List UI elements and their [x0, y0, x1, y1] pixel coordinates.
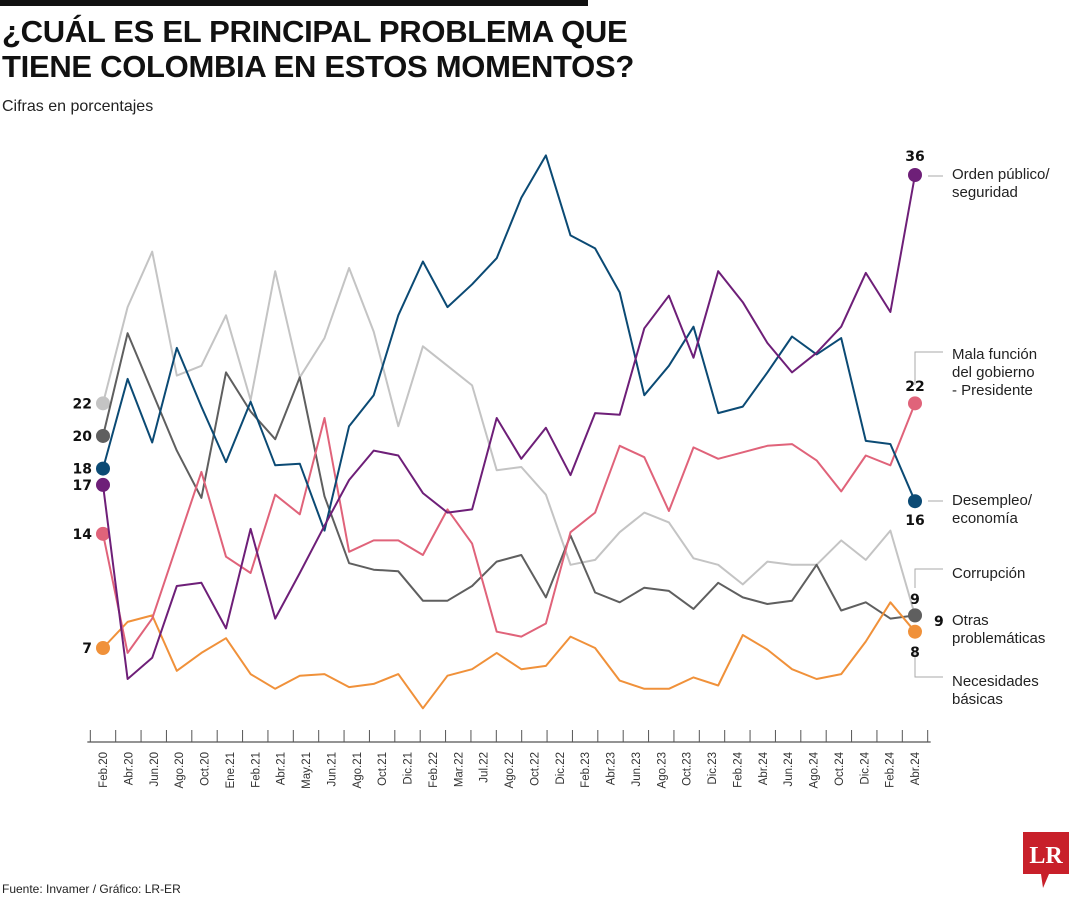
x-tick-label: Abr.20: [123, 752, 135, 785]
start-value-label-orden-publico: 17: [73, 478, 92, 494]
x-tick-label: Oct.21: [377, 752, 389, 786]
end-value-label-necesidades: 8: [910, 645, 920, 661]
x-tick-label: Jun.21: [326, 752, 338, 787]
x-tick-label: Dic.21: [403, 752, 415, 785]
x-tick-label: Jul.22: [479, 752, 491, 783]
x-tick-label: Abr.21: [276, 752, 288, 785]
x-tick-label: Oct.22: [529, 752, 541, 786]
x-tick-label: Feb.22: [428, 752, 440, 788]
top-rule: [0, 0, 588, 6]
series-line-orden-publico: [102, 174, 916, 680]
data-point-desempleo: [908, 494, 922, 509]
x-tick-label: Feb.23: [580, 752, 592, 788]
x-tick-label: Oct.23: [682, 752, 694, 786]
x-tick-label: Oct.20: [200, 752, 212, 786]
end-value-label-desempleo: 16: [905, 513, 924, 529]
x-tick-label: Feb.21: [250, 752, 262, 788]
legend-connector: [914, 568, 943, 588]
end-value-label-mala-funcion: 22: [905, 379, 924, 395]
data-point-otras: [908, 608, 922, 623]
x-tick-label: Ago.23: [656, 752, 668, 788]
chart-subtitle: Cifras en porcentajes: [2, 98, 154, 115]
x-tick-label: Feb.24: [885, 751, 897, 787]
x-tick-label: Dic.23: [707, 752, 719, 785]
start-value-label-otras: 20: [73, 429, 93, 445]
x-tick-label: Abr.23: [606, 752, 618, 785]
start-value-label-necesidades: 7: [82, 641, 92, 657]
start-value-label-mala-funcion: 14: [73, 527, 93, 543]
data-point-necesidades: [908, 624, 922, 639]
chart-title: ¿CUÁL ES EL PRINCIPAL PROBLEMA QUE TIENE…: [2, 14, 634, 84]
svg-text:LR: LR: [1029, 843, 1063, 869]
start-value-label-corrupcion: 22: [73, 396, 92, 412]
legend-orden-publico: Orden público/ seguridad: [952, 166, 1050, 201]
x-tick-label: Oct.24: [834, 751, 846, 785]
data-point-otras: [96, 428, 110, 443]
x-tick-label: Jun.23: [631, 752, 643, 787]
legend-corrupcion: Corrupción: [952, 565, 1026, 582]
legend-mala-funcion: Mala función del gobierno - Presidente: [952, 346, 1038, 399]
series-line-desempleo: [102, 154, 916, 532]
x-tick-label: Dic.24: [859, 751, 871, 784]
x-tick-label: Ene.21: [225, 752, 237, 788]
legend-otras: Otras problemáticas: [952, 612, 1046, 647]
x-tick-label: Ago.21: [352, 752, 364, 788]
lr-logo: LR: [1023, 832, 1069, 888]
data-point-orden-publico: [96, 477, 110, 492]
x-tick-label: Jun.24: [783, 751, 795, 786]
series-line-necesidades: [102, 601, 916, 710]
x-tick-label: Abr.24: [910, 751, 922, 785]
legend-necesidades: Necesidades básicas: [952, 673, 1039, 708]
legend-connector: [914, 351, 943, 385]
series-line-otras: [102, 332, 916, 620]
end-value-label-otras: 9: [934, 614, 944, 630]
data-point-desempleo: [96, 461, 110, 476]
data-point-necesidades: [96, 641, 110, 655]
legend-desempleo: Desempleo/ economía: [952, 492, 1033, 527]
source-note: Fuente: Invamer / Gráfico: LR-ER: [2, 882, 181, 896]
start-value-label-desempleo: 18: [73, 462, 92, 478]
data-point-orden-publico: [908, 168, 922, 183]
x-tick-label: Ago.22: [504, 752, 516, 788]
data-point-corrupcion: [96, 396, 110, 411]
x-tick-label: Abr.24: [758, 751, 770, 785]
series-line-mala-funcion: [102, 403, 916, 654]
data-point-mala-funcion: [96, 526, 110, 541]
x-tick-label: Mar.22: [453, 752, 465, 787]
data-point-mala-funcion: [908, 396, 922, 411]
x-tick-label: Jun.20: [149, 752, 161, 787]
x-tick-label: Feb.20: [98, 752, 110, 788]
end-value-label-corrupcion: 9: [910, 592, 920, 608]
x-tick-label: May.21: [301, 752, 313, 789]
end-value-label-orden-publico: 36: [905, 149, 924, 165]
x-tick-label: Ago.20: [174, 752, 186, 788]
legend-connector: [914, 650, 943, 678]
x-tick-label: Dic.22: [555, 752, 567, 785]
series-line-corrupcion: [102, 250, 916, 616]
x-tick-label: Feb.24: [732, 751, 744, 787]
x-tick-label: Ago.24: [809, 751, 821, 788]
